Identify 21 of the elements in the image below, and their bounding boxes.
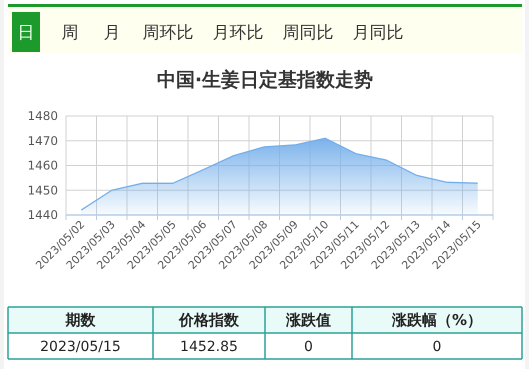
text: 月同比 [352,23,404,43]
text: 周同比 [282,23,334,43]
y-tick-label: 1450 [27,183,58,198]
text: 0 [304,339,313,355]
text: 0 [432,339,442,355]
text: 日 [18,23,34,43]
text: 1452.85 [180,339,238,355]
text: 月 [104,23,120,43]
text: 月环比 [212,23,264,43]
text: 期数 [64,311,96,329]
chart-title: 中国·生姜日定基指数走势 [156,69,374,91]
text: 涨跌幅（%） [390,311,482,329]
text: 2023/05/15 [40,339,121,355]
y-tick-label: 1480 [27,109,58,123]
y-tick-label: 1470 [27,134,58,148]
text: 周 [62,23,78,43]
text: 价格指数 [178,311,240,329]
text: 涨跌值 [285,311,331,329]
text: 周环比 [142,23,194,43]
y-tick-label: 1440 [27,208,58,222]
y-tick-label: 1460 [27,158,58,172]
